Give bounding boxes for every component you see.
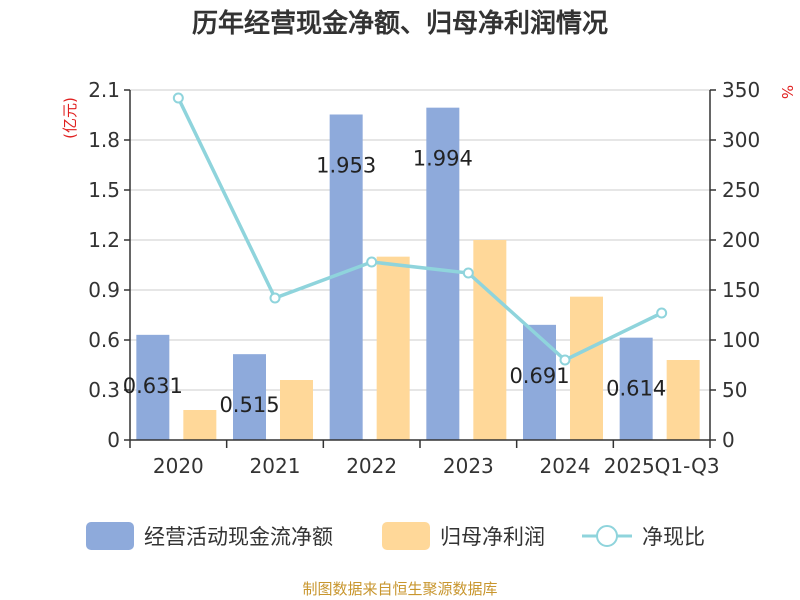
data-label: 0.515	[219, 393, 279, 417]
chart-title: 历年经营现金净额、归母净利润情况	[192, 8, 608, 39]
legend: 经营活动现金流净额 归母净利润 净现比	[86, 522, 705, 550]
legend-marker-ratio	[596, 525, 618, 547]
data-label: 0.614	[606, 377, 666, 401]
cashflow-bar	[426, 107, 460, 441]
net-profit-bar	[183, 410, 217, 440]
right-axis-unit: %	[778, 85, 796, 99]
axes: 0 0.3 0.6 0.9 1.2 1.5 1.8 2.1 0 50 100 150 200 250 300…	[88, 78, 760, 478]
left-tick-label: 0	[107, 428, 120, 452]
net-profit-bar	[666, 360, 700, 440]
x-tick-label: 2024	[540, 454, 591, 478]
legend-swatch-cashflow	[86, 522, 134, 550]
legend-label-cashflow: 经营活动现金流净额	[144, 525, 333, 549]
data-label: 0.631	[123, 374, 183, 398]
right-tick-label: 150	[722, 278, 760, 302]
legend-label-net-profit: 归母净利润	[440, 525, 545, 549]
x-tick-label: 2020	[153, 454, 204, 478]
left-tick-label: 1.2	[88, 228, 120, 252]
right-tick-label: 250	[722, 178, 760, 202]
x-tick-label: 2023	[443, 454, 494, 478]
ratio-line	[172, 92, 668, 366]
data-labels: 0.631 0.515 1.953 1.994 0.691 0.614	[123, 147, 666, 417]
x-tick-label: 2025Q1-Q3	[604, 454, 720, 478]
net-profit-bar	[473, 240, 507, 440]
ratio-point	[559, 354, 571, 366]
right-tick-label: 100	[722, 328, 760, 352]
ratio-point	[172, 92, 184, 104]
ratio-point	[269, 292, 281, 304]
right-tick-label: 350	[722, 78, 760, 102]
left-tick-label: 0.3	[88, 378, 120, 402]
left-tick-label: 1.8	[88, 128, 120, 152]
right-tick-label: 200	[722, 228, 760, 252]
ratio-line-path	[176, 97, 663, 363]
ratio-point	[462, 267, 474, 279]
bars	[136, 107, 700, 441]
ratio-point	[366, 256, 378, 268]
net-profit-bar	[570, 296, 603, 440]
right-tick-label: 50	[722, 378, 747, 402]
cashflow-bar	[619, 337, 653, 440]
legend-swatch-net-profit	[382, 522, 430, 550]
right-tick-label: 300	[722, 128, 760, 152]
grid-lines	[130, 89, 710, 391]
cashflow-bar	[523, 324, 556, 440]
data-label: 1.953	[316, 154, 376, 178]
cashflow-bar	[136, 334, 170, 440]
x-tick-label: 2022	[346, 454, 397, 478]
left-tick-label: 0.6	[88, 328, 120, 352]
left-axis-unit: (亿元)	[61, 97, 79, 139]
data-label: 1.994	[413, 147, 473, 171]
cashflow-bar	[233, 354, 266, 440]
left-tick-label: 2.1	[88, 78, 120, 102]
right-tick-label: 0	[722, 428, 735, 452]
ratio-point	[656, 307, 668, 319]
left-tick-label: 0.9	[88, 278, 120, 302]
left-tick-label: 1.5	[88, 178, 120, 202]
x-tick-label: 2021	[250, 454, 301, 478]
net-profit-bar	[280, 380, 313, 440]
legend-label-ratio: 净现比	[642, 525, 705, 549]
data-label: 0.691	[509, 364, 569, 388]
source-note: 制图数据来自恒生聚源数据库	[302, 580, 497, 598]
net-profit-bar	[376, 256, 410, 440]
